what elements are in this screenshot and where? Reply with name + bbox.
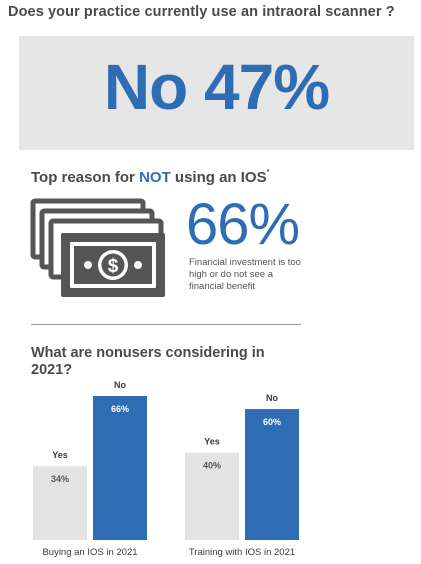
reason-description: Financial investment is too high or do n… [189, 257, 301, 292]
bar-value-label: 34% [51, 474, 69, 484]
section-divider [31, 324, 301, 325]
bar-no-1 [93, 396, 147, 540]
category-label: Training with IOS in 2021 [189, 547, 295, 558]
banknote-icon: $ [61, 233, 165, 297]
dollar-sign-icon: $ [108, 256, 119, 277]
reason-title-post: using an IOS [170, 169, 267, 186]
bar-series-label: Yes [204, 437, 220, 447]
bar-value-label: 40% [203, 461, 221, 471]
bar-yes-2 [185, 452, 239, 540]
bar-value-label: 66% [111, 404, 129, 414]
headline-panel: No 47% [19, 36, 414, 150]
bar-chart: Yes 34% No 66% Buying an IOS in 2021 Yes 40% No… [33, 380, 299, 558]
headline-value: No 47% [103, 51, 330, 123]
survey-question: Does your practice currently use an intr… [8, 4, 395, 20]
chart-title: What are nonusers considering in 2021? [31, 345, 265, 378]
bar-series-label: No [266, 393, 278, 403]
reason-title-pre: Top reason for [31, 169, 140, 186]
bar-value-label: 60% [263, 417, 281, 427]
money-stack-icon: $ [30, 198, 165, 297]
reason-title-footnote-mark: * [266, 169, 270, 176]
category-label: Buying an IOS in 2021 [42, 547, 137, 558]
bar-no-2 [245, 409, 299, 540]
bar-series-label: No [114, 380, 126, 390]
reason-title-highlight: NOT [139, 169, 171, 186]
bar-yes-1 [33, 465, 87, 540]
reason-title: Top reason for NOT using an IOS* [31, 169, 269, 186]
bar-series-label: Yes [52, 450, 68, 460]
reason-percent: 66% [186, 192, 300, 257]
